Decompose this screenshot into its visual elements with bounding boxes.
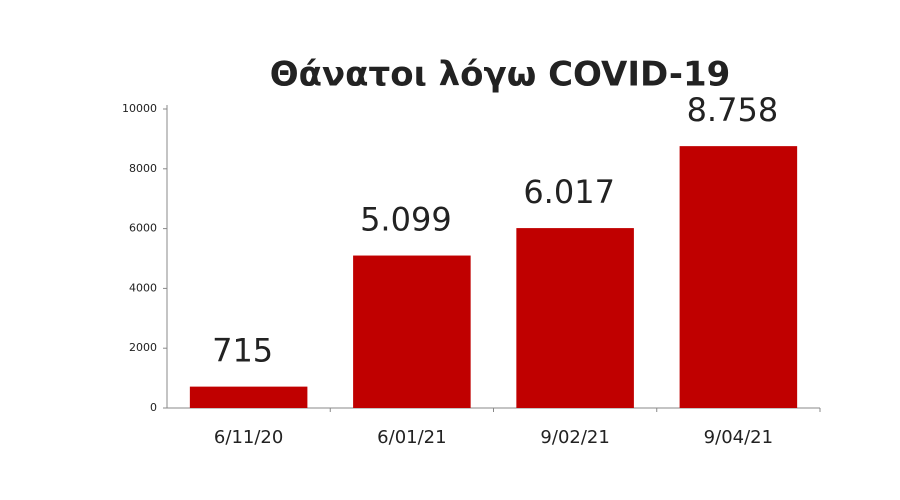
value-label: 5.099: [360, 201, 452, 239]
x-tick-label: 6/01/21: [377, 427, 446, 448]
y-tick-label: 4000: [129, 281, 157, 294]
y-tick-label: 8000: [129, 162, 157, 175]
value-label: 8.758: [687, 91, 779, 129]
x-tick-label: 9/02/21: [540, 427, 609, 448]
bar: [516, 228, 634, 408]
chart-title: Θάνατοι λόγω COVID-19: [270, 55, 731, 95]
y-tick-label: 10000: [122, 102, 157, 115]
y-tick-label: 0: [150, 401, 157, 414]
x-tick-label: 6/11/20: [214, 427, 283, 448]
y-tick-label: 2000: [129, 341, 157, 354]
bar: [353, 255, 471, 408]
x-tick-label: 9/04/21: [704, 427, 773, 448]
bar: [189, 386, 308, 408]
y-tick-label: 6000: [129, 222, 157, 235]
value-label: 715: [212, 332, 273, 370]
value-label: 6.017: [523, 173, 615, 211]
bar: [679, 146, 798, 408]
